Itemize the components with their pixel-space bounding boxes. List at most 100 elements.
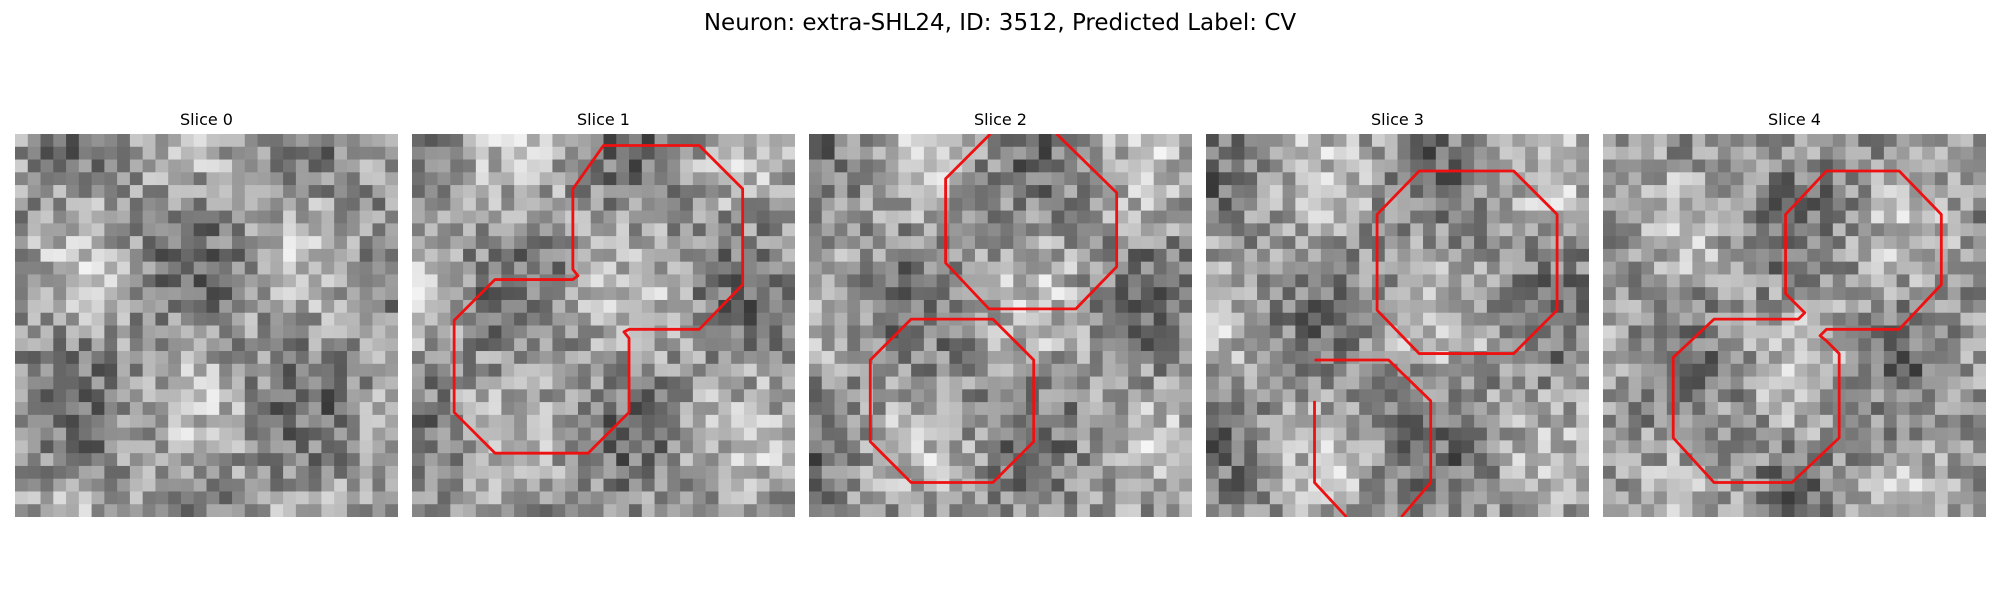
image-pixel xyxy=(437,427,451,442)
image-pixel xyxy=(1705,402,1719,416)
image-pixel xyxy=(295,236,310,250)
image-pixel xyxy=(1563,159,1577,173)
image-pixel xyxy=(1435,325,1450,339)
image-pixel xyxy=(385,338,398,352)
image-pixel xyxy=(53,134,67,148)
image-pixel xyxy=(821,465,836,480)
image-pixel xyxy=(15,287,29,301)
image-pixel xyxy=(372,248,386,263)
image-pixel xyxy=(1013,453,1027,467)
image-pixel xyxy=(1537,146,1552,161)
image-pixel xyxy=(654,236,668,250)
image-pixel xyxy=(769,299,783,314)
image-pixel xyxy=(756,223,771,237)
image-pixel xyxy=(1206,478,1220,493)
image-pixel xyxy=(1743,440,1757,454)
image-pixel xyxy=(769,414,783,429)
image-pixel xyxy=(654,376,668,390)
image-pixel xyxy=(1960,261,1974,276)
image-pixel xyxy=(1654,210,1668,225)
image-pixel xyxy=(1576,363,1589,378)
image-pixel xyxy=(1153,465,1168,480)
image-pixel xyxy=(1922,325,1936,339)
image-pixel xyxy=(1947,134,1962,148)
image-pixel xyxy=(15,338,29,352)
image-pixel xyxy=(1499,453,1514,467)
image-pixel xyxy=(1102,504,1117,517)
image-pixel xyxy=(809,210,823,225)
image-pixel xyxy=(1615,159,1630,173)
image-pixel xyxy=(1461,389,1475,403)
image-pixel xyxy=(1743,299,1757,314)
image-pixel xyxy=(1603,491,1617,505)
image-pixel xyxy=(1615,236,1630,250)
image-pixel xyxy=(180,389,195,403)
image-pixel xyxy=(1512,261,1526,276)
image-pixel xyxy=(219,478,233,493)
image-pixel xyxy=(1550,402,1565,416)
image-pixel xyxy=(603,453,617,467)
image-pixel xyxy=(91,236,106,250)
image-pixel xyxy=(1807,440,1821,454)
image-pixel xyxy=(949,223,963,237)
image-pixel xyxy=(1768,248,1783,263)
image-pixel xyxy=(117,146,131,161)
image-pixel xyxy=(1537,351,1552,365)
image-pixel xyxy=(1615,376,1630,390)
image-pixel xyxy=(1295,299,1309,314)
image-pixel xyxy=(27,363,42,378)
image-pixel xyxy=(539,185,554,199)
image-pixel xyxy=(1730,261,1745,276)
image-pixel xyxy=(66,287,80,301)
image-pixel xyxy=(1807,159,1821,173)
image-pixel xyxy=(962,223,976,237)
image-pixel xyxy=(565,414,579,429)
image-pixel xyxy=(743,402,758,416)
image-pixel xyxy=(232,299,246,314)
image-pixel xyxy=(1563,210,1577,225)
image-pixel xyxy=(232,453,246,467)
image-pixel xyxy=(756,351,771,365)
image-pixel xyxy=(232,197,246,212)
image-pixel xyxy=(1218,159,1233,173)
image-pixel xyxy=(308,146,323,161)
image-pixel xyxy=(718,274,732,288)
image-pixel xyxy=(552,478,566,493)
image-pixel xyxy=(641,261,656,276)
image-pixel xyxy=(488,299,503,314)
image-pixel xyxy=(475,274,490,288)
image-pixel xyxy=(809,274,823,288)
image-pixel xyxy=(475,223,490,237)
image-pixel xyxy=(206,197,220,212)
image-pixel xyxy=(667,351,681,365)
image-pixel xyxy=(450,491,464,505)
image-pixel xyxy=(1486,236,1501,250)
image-pixel xyxy=(232,287,246,301)
image-pixel xyxy=(129,172,144,186)
image-pixel xyxy=(667,172,681,186)
image-pixel xyxy=(1781,504,1796,517)
image-pixel xyxy=(1295,146,1309,161)
image-pixel xyxy=(1089,299,1104,314)
image-pixel xyxy=(705,134,720,148)
image-pixel xyxy=(860,185,874,199)
image-pixel xyxy=(1257,376,1271,390)
image-pixel xyxy=(1781,376,1796,390)
image-pixel xyxy=(1654,376,1668,390)
image-pixel xyxy=(1615,197,1630,212)
image-pixel xyxy=(283,453,297,467)
image-pixel xyxy=(1077,389,1091,403)
image-pixel xyxy=(1871,261,1885,276)
image-pixel xyxy=(206,453,220,467)
image-pixel xyxy=(962,465,976,480)
image-pixel xyxy=(1320,338,1335,352)
image-pixel xyxy=(257,491,271,505)
image-pixel xyxy=(1206,287,1220,301)
image-pixel xyxy=(1717,185,1732,199)
image-pixel xyxy=(27,504,42,517)
image-pixel xyxy=(590,363,605,378)
image-pixel xyxy=(321,338,335,352)
image-pixel xyxy=(1820,236,1834,250)
image-pixel xyxy=(1013,299,1027,314)
image-pixel xyxy=(1973,236,1986,250)
